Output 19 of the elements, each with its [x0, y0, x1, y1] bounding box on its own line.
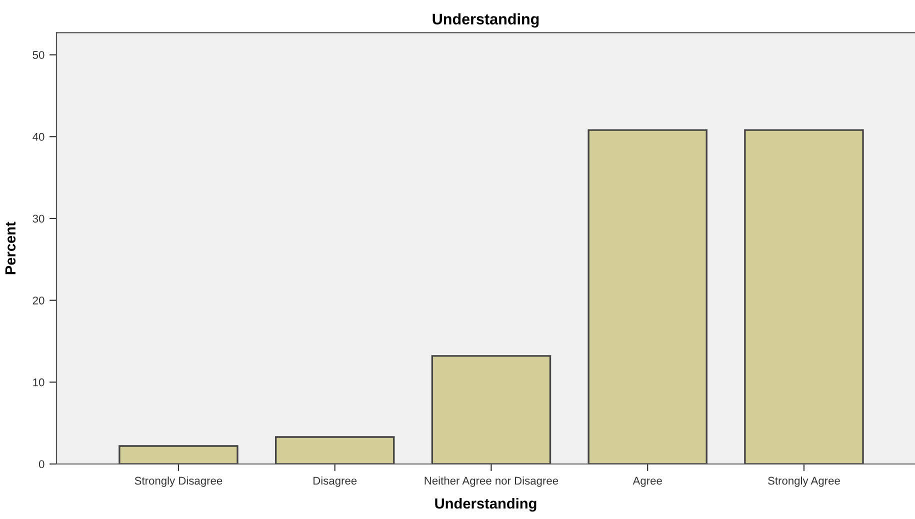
y-tick-label: 20 [32, 296, 44, 304]
bar [431, 355, 552, 464]
chart-title: Understanding [432, 13, 539, 28]
y-tick-label: 30 [32, 214, 44, 223]
bar [274, 436, 395, 464]
x-axis-title: Understanding [435, 498, 536, 512]
y-tick-label: 50 [32, 51, 44, 59]
x-tick-label: Strongly Agree [768, 476, 840, 487]
y-tick-label: 10 [33, 378, 44, 386]
x-tick-label: Disagree [314, 476, 357, 487]
x-tick-label: Strongly Disagree [134, 476, 222, 487]
y-axis-title: Percent [5, 222, 16, 274]
bar [588, 129, 708, 464]
bar [744, 129, 864, 464]
x-tick-label: Neither Agree nor Disagree [424, 476, 558, 487]
y-tick-label: 0 [38, 460, 44, 468]
x-tick-label: Agree [632, 476, 662, 487]
bar [118, 445, 238, 464]
y-tick-label: 40 [32, 132, 44, 141]
